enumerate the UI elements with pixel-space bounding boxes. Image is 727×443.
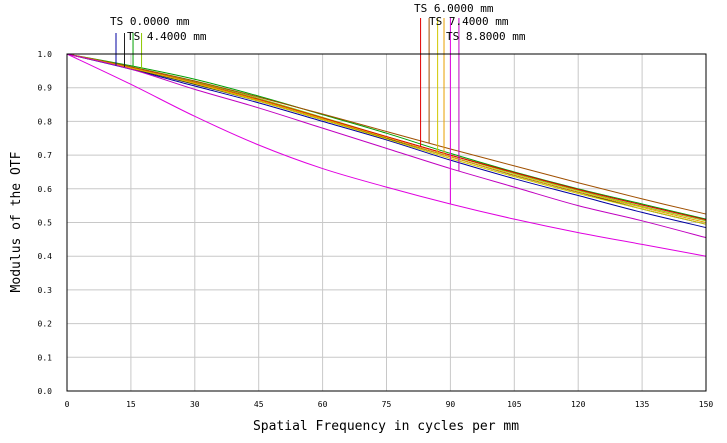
x-tick-label: 120 [571, 400, 586, 409]
x-axis-title: Spatial Frequency in cycles per mm [253, 419, 519, 434]
legend-entry: TS 0.0000 mm [110, 15, 190, 28]
y-tick-label: 0.5 [38, 219, 53, 228]
x-tick-label: 30 [190, 400, 200, 409]
x-tick-label: 0 [65, 400, 70, 409]
legend-entry: TS 6.0000 mm [414, 2, 494, 15]
x-tick-label: 105 [507, 400, 522, 409]
y-tick-label: 0.1 [38, 353, 53, 362]
y-tick-label: 0.0 [38, 387, 53, 396]
series-line [66, 53, 707, 257]
series-lines [66, 53, 707, 257]
series-line [66, 53, 707, 239]
y-tick-label: 0.6 [38, 185, 53, 194]
series-line [66, 53, 707, 220]
plot-frame [66, 53, 707, 392]
series-line [66, 53, 707, 215]
x-tick-label: 90 [446, 400, 456, 409]
x-tick-label: 150 [699, 400, 714, 409]
y-tick-label: 0.2 [38, 320, 53, 329]
y-axis-title: Modulus of the OTF [9, 151, 24, 292]
series-line [66, 53, 707, 225]
y-tick-labels: 0.0 0.1 0.2 0.3 0.4 0.5 0.6 0.7 0.8 0.9 1.0 [38, 50, 53, 396]
y-tick-label: 0.9 [38, 84, 53, 93]
legend-entry: TS 8.8000 mm [446, 30, 526, 43]
x-tick-label: 75 [382, 400, 392, 409]
legend-markers [115, 18, 460, 204]
x-tick-label: 15 [126, 400, 136, 409]
y-tick-label: 1.0 [38, 50, 53, 59]
x-tick-label: 45 [254, 400, 264, 409]
legend-entry: TS 7.4000 mm [429, 15, 509, 28]
y-tick-label: 0.4 [38, 252, 53, 261]
x-tick-label: 135 [635, 400, 650, 409]
y-tick-label: 0.7 [38, 151, 53, 160]
y-tick-label: 0.8 [38, 117, 53, 126]
series-line [66, 53, 707, 229]
x-tick-label: 60 [318, 400, 328, 409]
grid-lines [67, 54, 706, 391]
series-line [66, 53, 707, 225]
x-tick-labels: 0 15 30 45 60 75 90 105 120 135 150 [65, 400, 714, 409]
series-line [66, 53, 707, 223]
legend-entry: TS 4.4000 mm [127, 30, 207, 43]
y-tick-label: 0.3 [38, 286, 53, 295]
